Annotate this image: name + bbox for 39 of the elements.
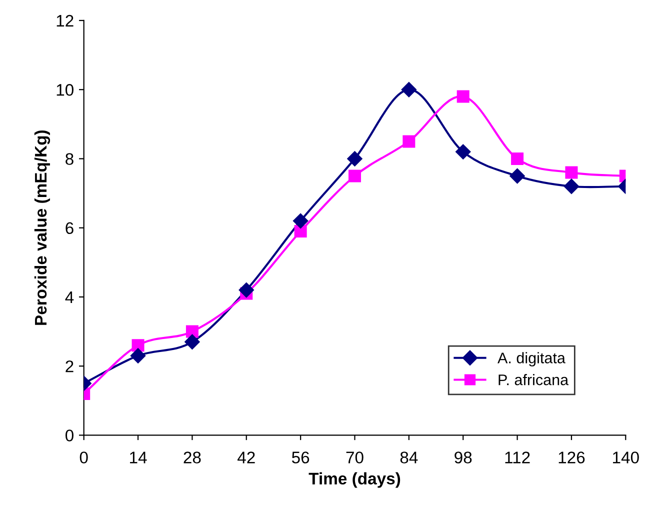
point	[348, 170, 361, 182]
x-tick-label: 140	[613, 452, 639, 464]
point	[565, 166, 578, 179]
point	[456, 90, 470, 103]
point	[510, 168, 525, 184]
point	[293, 213, 308, 228]
legend-label: P. africana	[498, 374, 569, 386]
point	[347, 151, 362, 166]
x-tick-label: 112	[505, 452, 530, 464]
y-tick-label: 4	[65, 292, 74, 303]
y-tick-label: 8	[66, 153, 74, 165]
y-tick-label: 6	[66, 222, 74, 234]
point	[401, 82, 416, 98]
legend-label: A. digitata	[498, 352, 566, 366]
point	[132, 339, 144, 352]
x-tick-label: 126	[558, 452, 585, 464]
point	[402, 135, 416, 148]
point	[511, 152, 524, 165]
x-axis-title: Time (days)	[308, 472, 400, 488]
y-axis-title: Peroxide value (mEq/Kg)	[34, 130, 50, 325]
point	[238, 282, 254, 298]
x-tick-label: 98	[454, 452, 472, 464]
y-tick-label: 2	[66, 360, 74, 372]
y-tick-label: 0	[66, 430, 74, 442]
point	[184, 334, 200, 350]
x-tick-label: 14	[130, 452, 147, 464]
x-tick-label: 56	[292, 452, 310, 464]
x-tick-label: 28	[184, 452, 201, 464]
x-tick-label: 70	[346, 452, 364, 464]
point	[186, 325, 198, 338]
y-tick-label: 10	[56, 84, 74, 96]
x-tick-label: 84	[400, 452, 418, 464]
point	[130, 348, 146, 364]
point	[294, 225, 307, 238]
x-tick-label: 0	[80, 452, 88, 464]
x-tick-label: 42	[238, 452, 255, 464]
point	[456, 144, 471, 160]
y-tick-label: 12	[56, 14, 74, 27]
point	[564, 178, 580, 194]
